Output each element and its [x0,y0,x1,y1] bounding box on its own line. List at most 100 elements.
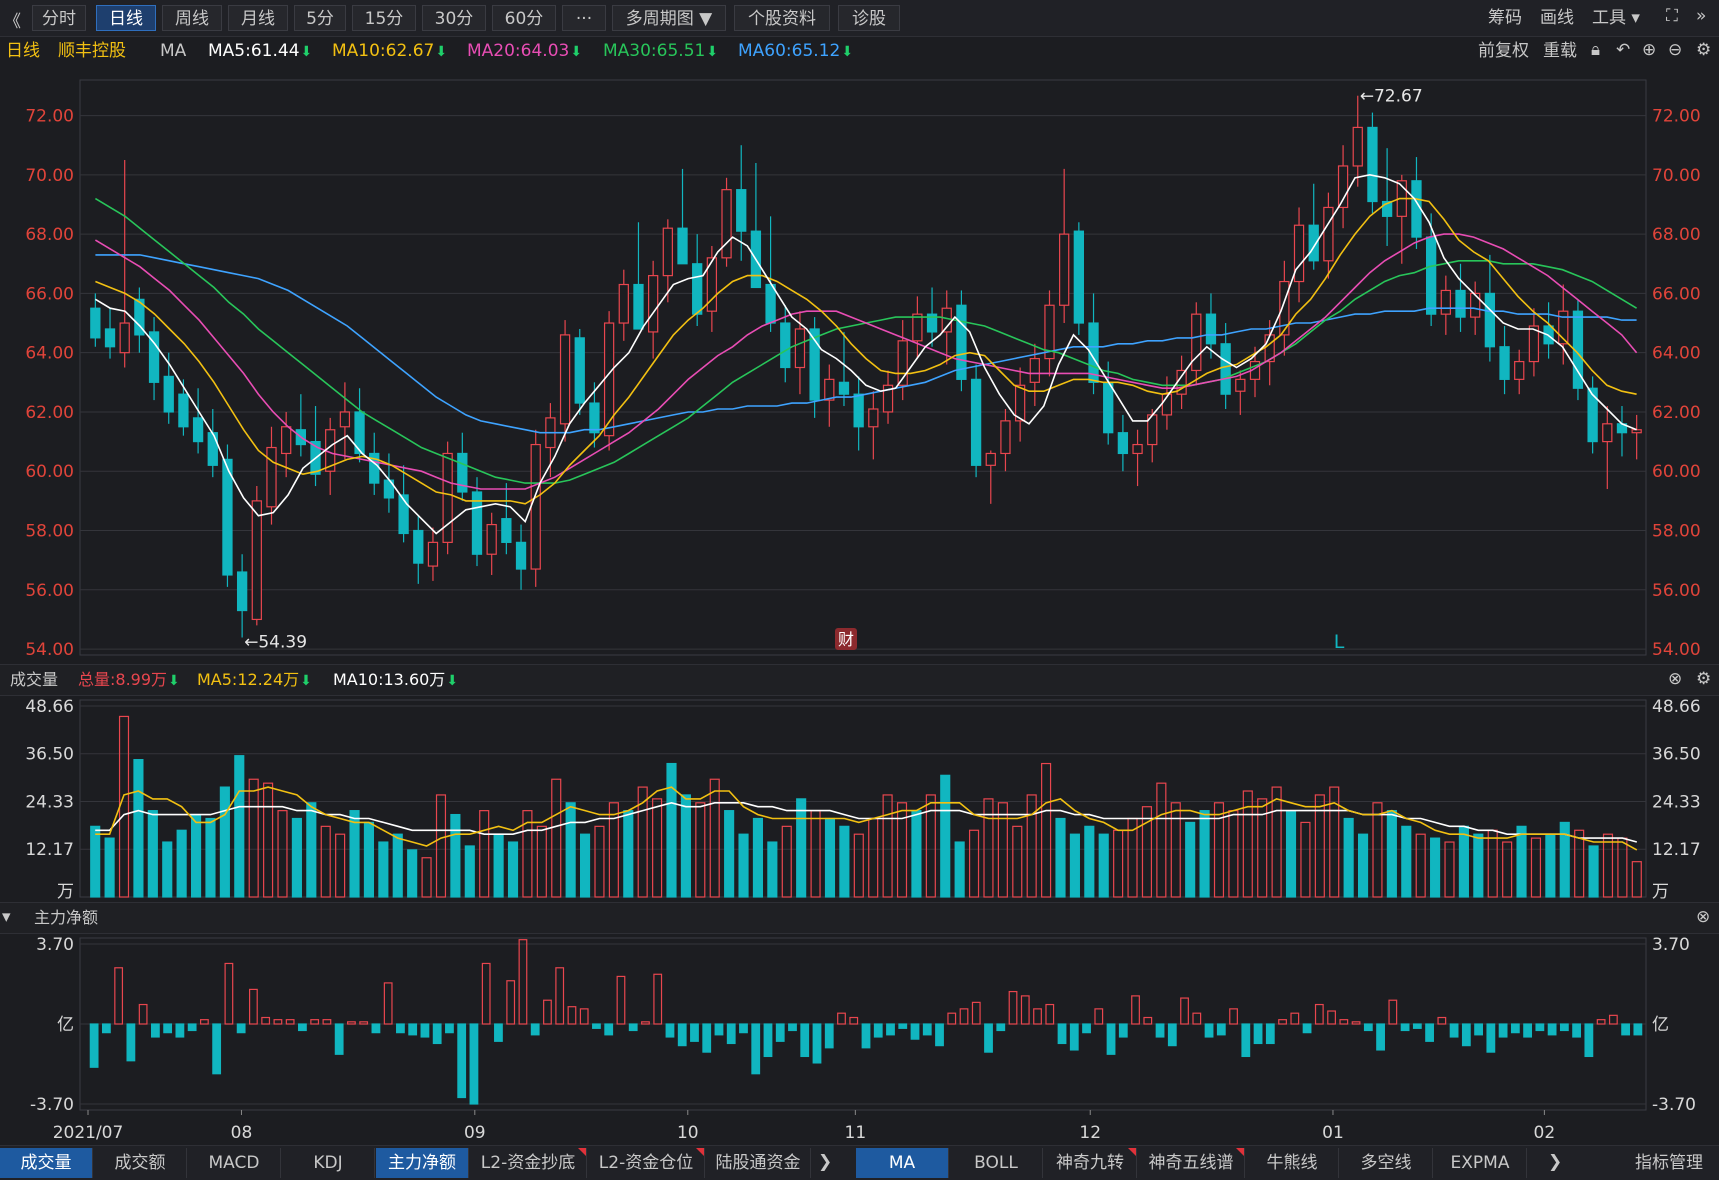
diagnose-button[interactable]: 诊股 [838,5,900,31]
draw-button[interactable]: 画线 [1540,8,1574,28]
tab-30min[interactable]: 30分 [422,5,486,31]
reload-button[interactable]: 重载 [1543,41,1577,61]
candle-down [1411,180,1422,238]
candle-down [1455,289,1466,318]
tab-bull-bear[interactable]: 牛熊线 [1246,1148,1339,1178]
volume-bar [1545,833,1556,898]
candle-up [868,408,879,428]
candle-up [281,426,292,455]
capital-bar [922,1023,932,1036]
capital-bar [1523,1023,1533,1038]
tab-l2-position[interactable]: L2-资金仓位 [588,1148,705,1178]
capital-bar [1008,990,1018,1025]
candle-down [1587,387,1598,443]
volume-bar [1617,837,1628,898]
candle-down [90,307,101,339]
tabs-scroll-icon[interactable]: ❯ [818,1152,833,1172]
tools-dropdown[interactable]: 工具 ▾ [1592,8,1640,28]
chip-button[interactable]: 筹码 [1488,8,1522,28]
capital-bar [334,1023,344,1055]
tab-volume[interactable]: 成交量 [0,1148,93,1178]
tab-expma[interactable]: EXPMA [1434,1148,1527,1178]
settings-gear-icon[interactable]: ⚙ [1696,40,1712,60]
zoom-in-icon[interactable]: ⊕ [1642,40,1657,60]
tab-rixian[interactable]: 日线 [96,5,156,31]
volume-bar [407,849,418,898]
tab-60min[interactable]: 60分 [492,5,556,31]
capital-bar [199,1019,209,1025]
collapse-right-icon[interactable]: » [1696,6,1707,26]
capital-title[interactable]: 主力净额 [34,908,99,927]
more-periods-button[interactable]: ··· [562,5,606,31]
capital-bar [101,1023,111,1034]
candle-up [442,452,453,543]
capital-bar [1253,1023,1263,1045]
tab-ma[interactable]: MA [856,1148,949,1178]
tab-5min[interactable]: 5分 [294,5,346,31]
volume-bar [1314,794,1325,898]
volume-tick-label-right: 万 [1652,882,1669,902]
volume-title[interactable]: 成交量 [10,670,59,689]
tab-turnover[interactable]: 成交额 [94,1148,187,1178]
volume-bar [652,798,663,898]
candle-up [559,334,571,425]
capital-bar [187,1023,197,1032]
tab-northbound[interactable]: 陆股通资金 [706,1148,811,1178]
price-tick-label-left: 60.00 [25,462,74,482]
volume-bar [1386,810,1397,898]
chart-markers: ←72.67 ←54.39 财 L [244,87,1423,653]
capital-bar [481,962,491,1025]
tab-15min[interactable]: 15分 [352,5,416,31]
capital-bar [1474,1023,1483,1036]
capital-bar [837,1012,846,1025]
indicator-manage-button[interactable]: 指标管理 [1635,1153,1703,1173]
tab-macd[interactable]: MACD [188,1148,281,1178]
price-tick-label-left: 66.00 [25,284,74,304]
capital-panel-header: ▾ 主力净额 ⊗ [0,902,1719,934]
candle-down [192,417,204,443]
volume-bar [1343,817,1354,898]
tab-long-short[interactable]: 多空线 [1340,1148,1433,1178]
lock-icon[interactable]: 🔒︎ [1591,40,1601,60]
collapse-left-icon[interactable]: 《 [4,12,21,32]
volume-bar [1098,833,1109,898]
tab-yuexian[interactable]: 月线 [228,5,288,31]
candle-down [750,230,762,289]
candle-up [545,417,556,449]
candle-down [1543,325,1554,345]
fullscreen-icon[interactable]: ⛶ [1666,6,1678,26]
capital-close-icon[interactable]: ⊗ [1696,907,1711,927]
volume-bar [637,786,648,898]
tab-magic-five[interactable]: 神奇五线谱 [1138,1148,1245,1178]
tabs-more-icon[interactable]: ❯ [1548,1152,1563,1172]
stock-profile-button[interactable]: 个股资料 [734,5,830,31]
tab-zhouxian[interactable]: 周线 [162,5,222,31]
tab-kdj[interactable]: KDJ [282,1148,375,1178]
tab-td9[interactable]: 神奇九转 [1044,1148,1137,1178]
forward-adjust-button[interactable]: 前复权 [1478,41,1529,61]
candle-down [354,411,365,455]
price-tick-label-right: 66.00 [1652,284,1701,304]
zoom-out-icon[interactable]: ⊖ [1668,40,1683,60]
volume-bar [263,782,274,898]
candle-down [1381,200,1393,217]
tab-l2-bottom[interactable]: L2-资金抄底 [470,1148,587,1178]
capital-bar [1045,1003,1055,1025]
multi-period-dropdown[interactable]: 多周期图 ▼ [612,5,726,31]
capital-bar [849,1016,859,1025]
chart-grid [79,79,1647,1111]
capital-tick-label-right: 亿 [1652,1015,1669,1035]
date-tick-label: 2021/07 [53,1123,124,1143]
volume-bar [1300,821,1311,898]
tab-fenshi[interactable]: 分时 [32,5,86,31]
candle-up [1631,429,1642,434]
tab-main-capital[interactable]: 主力净额 [376,1148,469,1178]
undo-icon[interactable]: ↶ [1616,40,1631,60]
close-panel-icon[interactable]: ⊗ [1668,669,1683,689]
capital-bar [1461,1023,1471,1047]
tab-boll[interactable]: BOLL [950,1148,1043,1178]
volume-settings-icon[interactable]: ⚙ [1696,669,1712,689]
collapse-panel-icon[interactable]: ▾ [2,907,11,927]
indicator-name[interactable]: MA [160,41,187,61]
